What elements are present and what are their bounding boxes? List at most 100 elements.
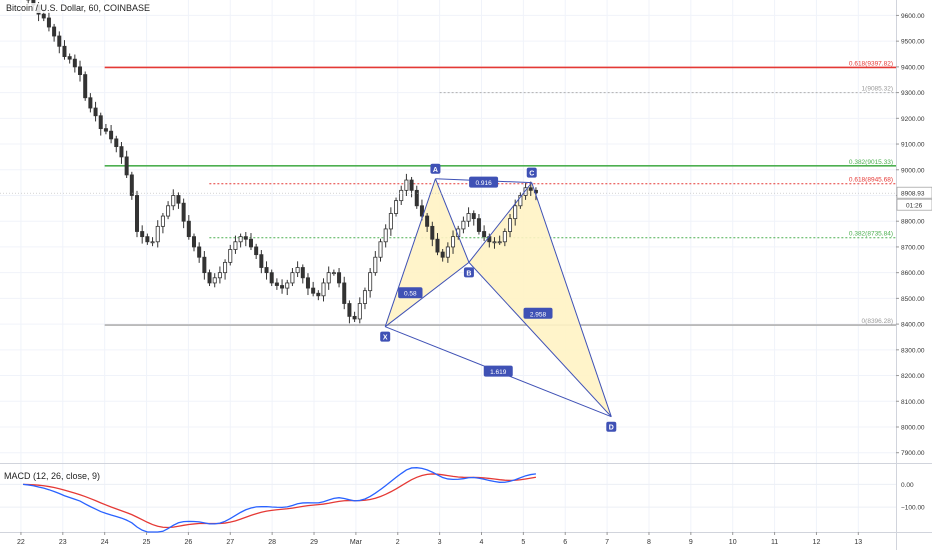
candle-body — [451, 236, 456, 248]
candle-body — [197, 246, 202, 258]
time-tick-label: 8 — [647, 539, 651, 546]
candle-body — [145, 236, 150, 243]
candle-body — [513, 205, 518, 220]
candle-body — [140, 231, 145, 238]
pattern-ratio-label: 2.958 — [530, 311, 547, 318]
pattern-leg-xa — [384, 178, 436, 327]
candle-body — [62, 45, 67, 57]
price-tick-label: 8200.00 — [901, 373, 925, 380]
candle-body — [109, 130, 114, 140]
candle-body — [461, 220, 466, 230]
price-tick-label: 8500.00 — [901, 296, 925, 303]
candle-body — [228, 249, 233, 263]
candle-body — [290, 272, 295, 284]
candle-body — [518, 195, 523, 207]
candle-body — [103, 128, 108, 132]
time-tick-label: 11 — [771, 539, 778, 546]
candle-body — [331, 272, 336, 275]
time-tick-label: 25 — [143, 539, 151, 546]
time-tick-label: Mar — [350, 539, 363, 546]
candle-body — [445, 246, 450, 258]
price-tick-label: 8600.00 — [901, 270, 925, 277]
candle-body — [352, 315, 357, 320]
candle-body — [326, 272, 331, 284]
candle-body — [264, 267, 269, 274]
candle-body — [388, 213, 393, 230]
price-tick-label: 8700.00 — [901, 244, 925, 251]
candle-body — [176, 195, 181, 204]
candle-body — [471, 213, 476, 220]
candle-body — [46, 17, 51, 28]
macd-signal-line — [23, 473, 537, 529]
candle-body — [160, 215, 165, 227]
candle-body — [207, 272, 212, 284]
candles — [26, 0, 538, 324]
price-tick-label: 9400.00 — [901, 64, 925, 71]
price-tick-label: 8100.00 — [901, 399, 925, 406]
candle-body — [243, 236, 248, 240]
price-tick-label: 9200.00 — [901, 116, 925, 123]
candle-body — [135, 195, 140, 232]
time-tick-label: 27 — [226, 539, 234, 546]
candle-body — [280, 285, 285, 289]
candle-body — [523, 187, 528, 196]
pattern-ratio-marker — [398, 287, 423, 299]
candle-body — [171, 195, 176, 207]
pattern-triangle-bcd — [468, 182, 612, 417]
candle-body — [295, 267, 300, 274]
pattern-ratio-label: 1.619 — [490, 369, 507, 376]
fib-levels: 0.618(9397.82) 1(9085.32) 0.382(9015.33) 0.… — [104, 60, 896, 326]
price-tick-label: 8000.00 — [901, 424, 925, 431]
candle-body — [57, 35, 62, 47]
time-tick-label: 13 — [854, 539, 862, 546]
time-tick-label: 2 — [396, 539, 400, 546]
candle-body — [497, 241, 502, 244]
candle-body — [425, 215, 430, 227]
time-tick-label: 5 — [521, 539, 525, 546]
pattern-ratio-label: 0.58 — [404, 291, 417, 298]
candle-body — [238, 236, 243, 243]
candle-body — [414, 189, 419, 207]
candle-body — [508, 218, 513, 232]
pattern-point-marker — [380, 331, 391, 342]
price-tick-label: 8400.00 — [901, 322, 925, 329]
candle-body — [248, 238, 253, 248]
candle-body — [285, 282, 290, 289]
pattern-point-label: X — [383, 335, 388, 342]
pattern-ratio-xb — [384, 261, 470, 328]
fib-level-label: 0.618(9397.82) — [849, 60, 893, 67]
price-tick-label: 9100.00 — [901, 142, 925, 149]
candle-body — [254, 246, 259, 256]
candle-body — [337, 272, 342, 284]
candle-body — [373, 256, 378, 274]
pattern-leg-bc — [468, 182, 533, 263]
candle-body — [528, 187, 533, 191]
candle-body — [409, 179, 414, 191]
candle-body — [321, 282, 326, 297]
candle-body — [67, 56, 72, 60]
candle-body — [124, 156, 129, 176]
price-tick-label: 8300.00 — [901, 347, 925, 354]
candle-body — [378, 241, 383, 258]
candle-body — [316, 292, 321, 297]
time-tick-label: 10 — [729, 539, 737, 546]
candle-body — [466, 213, 471, 222]
time-tick-label: 24 — [101, 539, 109, 546]
pattern-point-marker — [606, 421, 617, 432]
price-tick-label: 9000.00 — [901, 167, 925, 174]
macd-pane: 0.00 −100.00 — [0, 467, 925, 533]
time-tick-label: 7 — [605, 539, 609, 546]
harmonic-pattern-labels: X A B C D 0.58 0.916 2.958 1.619 — [380, 163, 617, 432]
macd-tick-label: 0.00 — [901, 482, 914, 489]
candle-body — [305, 277, 310, 289]
candle-body — [368, 272, 373, 292]
candle-body — [399, 189, 404, 202]
candle-body — [155, 225, 160, 243]
candle-body — [419, 205, 424, 217]
candle-body — [98, 115, 103, 130]
time-tick-label: 6 — [563, 539, 567, 546]
candle-body — [114, 138, 119, 148]
candle-body — [41, 13, 46, 19]
